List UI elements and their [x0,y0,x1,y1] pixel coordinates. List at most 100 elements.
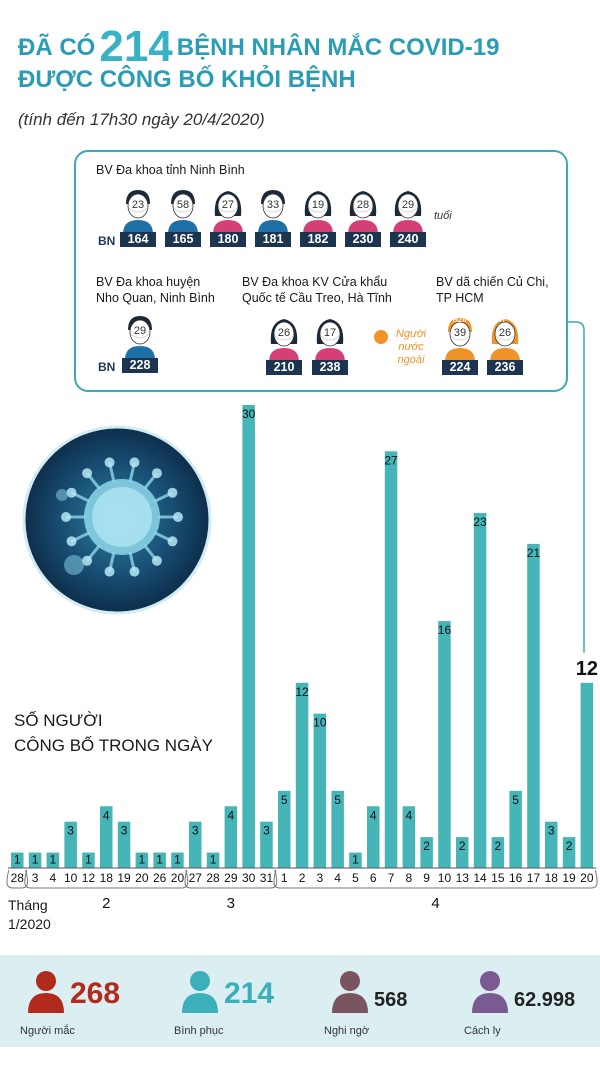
day-tick-label: 18 [100,871,114,885]
bar [491,837,505,868]
bar [367,806,380,868]
patient-id-badge: 240 [390,232,426,247]
bar [153,852,166,868]
foreign-legend-word: nước [398,341,424,353]
bar [117,821,131,868]
chart-caption-line2: CÔNG BỐ TRONG NGÀY [14,736,213,755]
month-bracket [24,869,189,889]
bar [313,713,327,868]
patient-id-badge: 180 [210,232,246,247]
patient-nationality: Brazil [444,314,467,324]
day-tick-label: 19 [117,871,131,885]
patient-nationality: Anh [489,314,506,324]
bar [349,852,362,868]
bar-value-label: 10 [313,716,327,730]
bar-value-label: 21 [527,546,541,560]
stats-bar: 268 Người mắc 214 Bình phục 568 Nghi ngờ 62.99… [0,955,600,1047]
bar [224,806,238,868]
bar [456,837,469,868]
patient-age: 19 [311,199,325,211]
patient-id-badge: 165 [165,232,201,247]
day-tick-label: 15 [491,871,505,885]
bar-value-label: 1 [352,853,359,867]
bar [82,852,95,868]
patient-avatar: 29 240 [390,186,426,247]
bar [171,852,184,868]
bar [509,790,522,868]
page-title: ĐÃ CÓ214 BỆNH NHÂN MẮC COVID-19 [18,22,499,72]
patient-id-badge: 238 [312,360,348,375]
bar [206,852,220,868]
daily-recovered-bar-chart: 1281314310112418319120126120327128429303… [6,321,598,912]
patient-id-badge: 164 [120,232,156,247]
patient-avatar: 39 224 Brazil [442,314,478,375]
day-tick-label: 20 [135,871,149,885]
day-tick-label: 10 [438,871,452,885]
bar-value-label: 23 [473,515,487,529]
page-subtitle: (tính đến 17h30 ngày 20/4/2020) [18,110,265,129]
bn-label: BN [98,360,116,374]
bar [384,451,398,868]
day-tick-label: 27 [189,871,203,885]
bar-value-label: 30 [242,407,256,421]
hospital-name: BV Đa khoa huyện [96,275,201,289]
hospital-name: BV Đa khoa tỉnh Ninh Bình [96,163,245,177]
day-tick-label: 28 [11,871,25,885]
bar-value-label: 4 [370,808,377,822]
bar-value-label: 2 [423,839,430,853]
foreign-legend-word: Người [395,328,427,340]
title-prefix: ĐÃ CÓ [18,34,96,61]
patient-age: 33 [266,199,280,211]
patient-avatar: 28 230 [345,186,381,247]
bar [402,806,416,868]
bar [473,513,487,868]
person-icon [168,190,198,234]
bar [135,852,149,868]
day-tick-label: 4 [50,871,57,885]
month-label: 4 [431,895,439,912]
patient-age: 28 [356,199,370,211]
bar-value-label: 1 [210,853,217,867]
bar-value-label: 2 [495,839,502,853]
day-tick-label: 7 [388,871,395,885]
bar [295,682,309,868]
stat-label: Nghi ngờ [324,1025,370,1037]
day-tick-label: 19 [562,871,576,885]
day-tick-label: 20 [580,871,594,885]
stat-value: 568 [374,989,408,1011]
day-tick-label: 14 [473,871,487,885]
person-icon [269,319,299,362]
hospital-name: TP HCM [436,291,484,305]
bar-value-label: 12 [295,685,309,699]
bar [527,543,540,868]
patient-id-badge: 236 [487,360,523,375]
person-icon [315,319,345,362]
day-tick-label: 13 [456,871,470,885]
day-tick-label: 18 [545,871,559,885]
bar-value-label: 5 [334,793,341,807]
patient-age: 29 [401,199,415,211]
patient-id-badge: 181 [255,232,291,247]
panel-connector-line [568,321,585,653]
stat-value: 214 [224,977,275,1010]
bar-value-label: 4 [406,808,413,822]
day-tick-label: 16 [509,871,523,885]
bar [28,852,42,868]
patient-avatar: 19 182 [300,186,336,247]
bar-value-label: 1 [50,853,57,867]
patient-avatar: 26 210 [266,314,302,375]
day-tick-label: 6 [370,871,377,885]
foreign-legend-word: ngoài [397,354,425,366]
patient-age: 27 [221,199,235,211]
footer-strip [0,1047,600,1066]
month-label: 2 [102,895,110,912]
person-icon [393,191,423,234]
bar-value-label: 16 [438,623,452,637]
stat-label: Người mắc [20,1025,75,1037]
bar [580,682,594,868]
bar [562,837,576,868]
patient-id-badge: 224 [442,360,478,375]
month-axis-title: Tháng 1/2020 [8,896,51,934]
bar-value-label: 1 [139,853,146,867]
person-icon [125,316,155,360]
